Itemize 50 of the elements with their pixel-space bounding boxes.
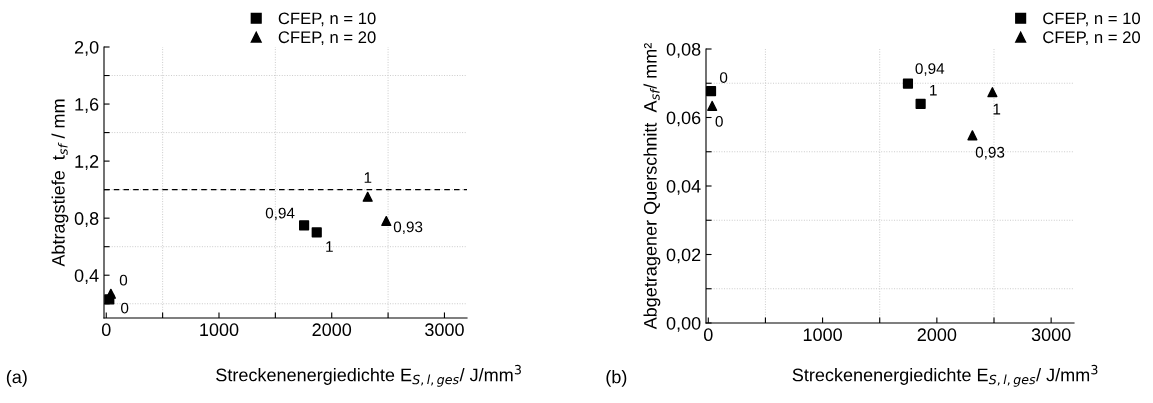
annotation: 1 [326, 241, 333, 252]
x-tick-label: 3000 [425, 323, 464, 337]
x-tick-label: 3000 [1031, 328, 1071, 342]
text: (b) [606, 370, 627, 387]
point [362, 191, 373, 202]
x-tick-label: 1000 [200, 323, 239, 337]
y-tick-label: 0,08 [666, 42, 701, 58]
legend-label: CFEP, n = 20 [1043, 31, 1141, 46]
point [311, 227, 322, 238]
annotation: 1 [364, 172, 372, 183]
annotation: 0 [719, 72, 728, 83]
legend-label: CFEP, n = 20 [278, 31, 376, 46]
text: (a) [6, 370, 27, 387]
y-tick-label: 2,0 [74, 40, 99, 56]
point [299, 220, 310, 231]
y-tick-label: 1,6 [75, 97, 99, 113]
annotation: 0,94 [915, 63, 945, 76]
x-axis-title: Streckenenergiedichte E$_{S,l,ges}$/ J/mm$^{3}$ [792, 364, 1098, 387]
point [987, 87, 998, 98]
legend-label: CFEP, n = 10 [1043, 12, 1141, 27]
x-tick-label: 0 [101, 323, 111, 337]
annotation: 0 [715, 116, 723, 127]
point [902, 78, 914, 89]
point [915, 98, 926, 109]
y-tick-label: 0,04 [666, 179, 701, 195]
y-axis-title: Abgetragener Querschnitt A$_{sf}$/ mm² [643, 43, 661, 330]
x-tick-label: 2000 [312, 323, 352, 337]
annotation: 1 [930, 84, 937, 96]
y-tick-label: 1,2 [75, 155, 99, 170]
x-tick-label: 2000 [917, 328, 957, 342]
y-axis-title: Abtragstiefe t$_{sf}$ / mm [51, 99, 69, 267]
y-tick-label: 0,00 [666, 316, 701, 332]
point [706, 86, 717, 97]
y-tick-label: 0,4 [74, 269, 99, 285]
point [707, 100, 718, 111]
y-tick-label: 0,06 [666, 111, 701, 127]
annotation: 0 [121, 302, 129, 314]
y-tick-label: 0,8 [74, 212, 99, 228]
annotation: 0,93 [975, 146, 1005, 160]
legend-label: CFEP, n = 10 [278, 12, 376, 27]
annotation: 1 [993, 103, 1001, 115]
x-tick-label: 1000 [803, 328, 842, 342]
point [381, 215, 392, 227]
point [967, 130, 978, 141]
y-tick-label: 0,02 [666, 248, 701, 264]
annotation: 0 [119, 274, 128, 286]
x-tick-label: 0 [703, 328, 713, 342]
annotation: 0,93 [393, 221, 423, 235]
x-axis-title: Streckenenergiedichte E$_{S,l,ges}$/ J/mm$^{3}$ [216, 364, 521, 387]
annotation: 0,94 [265, 207, 295, 221]
